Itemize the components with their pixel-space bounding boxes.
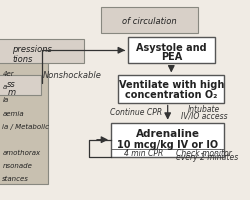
Text: a: a (2, 84, 7, 90)
Text: 4er: 4er (2, 71, 14, 77)
FancyBboxPatch shape (110, 123, 224, 157)
FancyBboxPatch shape (0, 40, 84, 64)
Text: every 2 minutes: every 2 minutes (176, 152, 238, 161)
Text: IV/IO access: IV/IO access (180, 111, 226, 119)
Text: Adrenaline: Adrenaline (135, 128, 199, 138)
Text: Asystole and: Asystole and (136, 43, 206, 53)
FancyBboxPatch shape (127, 38, 214, 64)
Text: Intubate: Intubate (187, 105, 219, 113)
Text: Check monitor: Check monitor (176, 148, 231, 157)
Text: pressions: pressions (12, 45, 52, 53)
FancyBboxPatch shape (101, 8, 197, 34)
Text: ia / Metabolic: ia / Metabolic (2, 123, 49, 129)
Text: 4 min CPR: 4 min CPR (124, 149, 163, 158)
FancyBboxPatch shape (0, 60, 48, 184)
FancyBboxPatch shape (118, 76, 224, 103)
Text: of circulation: of circulation (122, 17, 176, 25)
Text: aemia: aemia (2, 110, 24, 116)
Text: nsonade: nsonade (2, 162, 32, 168)
FancyBboxPatch shape (0, 76, 41, 96)
Text: Ventilate with high: Ventilate with high (118, 80, 223, 90)
Text: 10 mcg/kg IV or IO: 10 mcg/kg IV or IO (117, 139, 218, 149)
Text: m: m (7, 88, 15, 97)
Text: stances: stances (2, 175, 29, 181)
Text: concentration O₂: concentration O₂ (124, 90, 216, 100)
Text: Continue CPR: Continue CPR (110, 108, 162, 116)
Text: ss: ss (7, 80, 16, 89)
Text: Nonshockable: Nonshockable (43, 71, 102, 79)
Text: PEA: PEA (160, 51, 181, 61)
Text: ia: ia (2, 97, 9, 103)
Text: amothorax: amothorax (2, 149, 40, 155)
Text: tions: tions (12, 55, 32, 63)
